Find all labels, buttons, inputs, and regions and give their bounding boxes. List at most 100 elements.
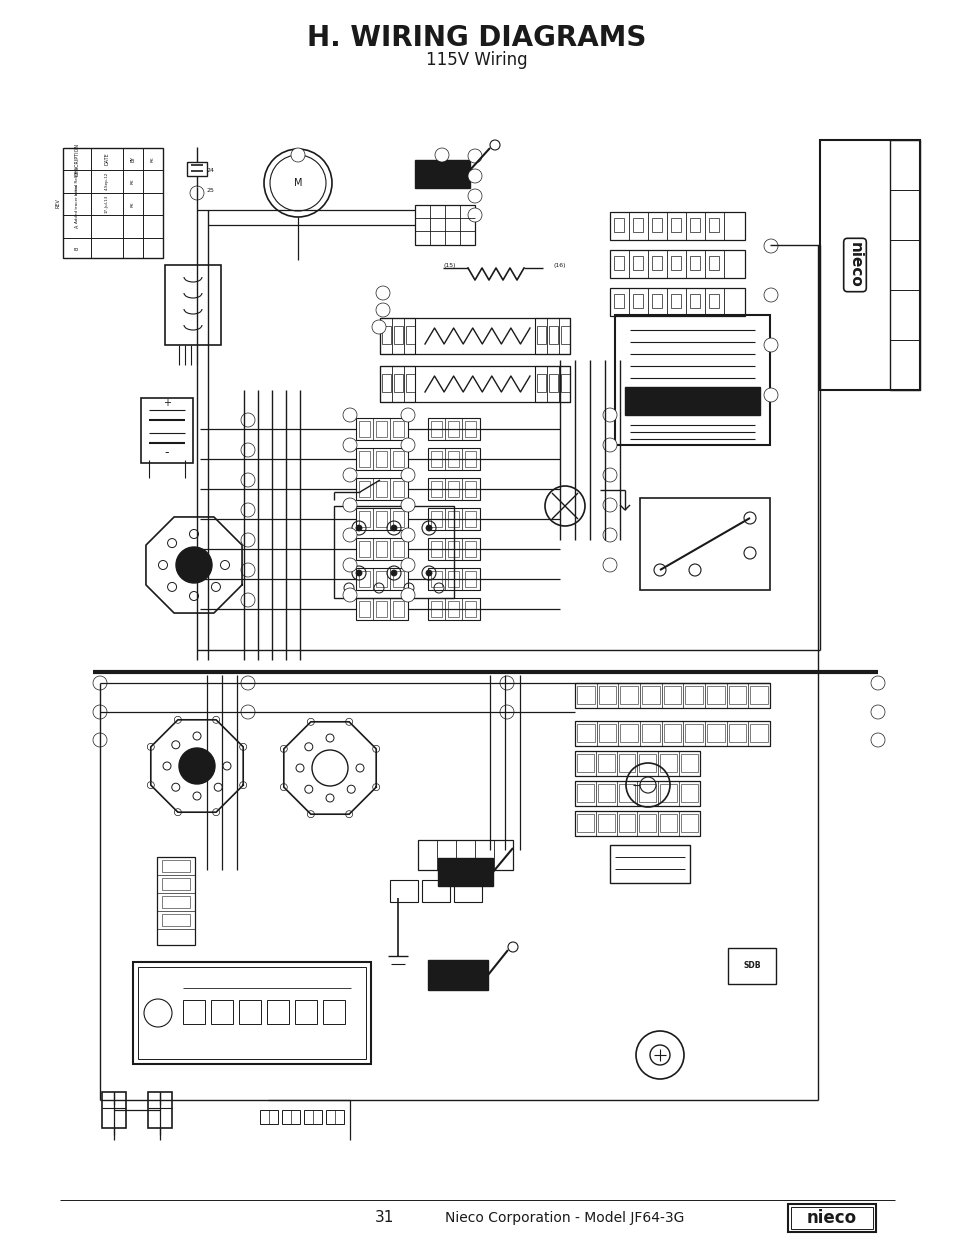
Bar xyxy=(659,755,677,772)
Circle shape xyxy=(499,705,514,719)
Circle shape xyxy=(343,498,356,513)
Bar xyxy=(428,448,479,471)
Bar xyxy=(651,294,661,308)
Bar xyxy=(750,724,767,742)
Bar xyxy=(428,568,479,590)
Bar xyxy=(415,205,475,245)
Circle shape xyxy=(468,207,481,222)
Bar xyxy=(548,326,558,345)
Bar xyxy=(375,601,387,618)
Circle shape xyxy=(400,558,415,572)
Bar xyxy=(162,897,190,908)
Bar xyxy=(670,294,680,308)
Bar xyxy=(381,374,391,391)
Text: M: M xyxy=(294,178,302,188)
Bar xyxy=(421,881,450,902)
Text: 17-Jul-13: 17-Jul-13 xyxy=(105,195,109,214)
Bar xyxy=(428,478,479,500)
Circle shape xyxy=(343,529,356,542)
Bar xyxy=(680,755,698,772)
Bar xyxy=(355,417,408,440)
Bar xyxy=(548,374,558,391)
Circle shape xyxy=(179,748,214,784)
Bar xyxy=(609,212,744,240)
Bar xyxy=(598,814,614,832)
Bar xyxy=(609,249,744,278)
Circle shape xyxy=(391,571,396,576)
Text: SDB: SDB xyxy=(742,962,760,971)
Text: nieco: nieco xyxy=(806,1209,856,1228)
Circle shape xyxy=(345,810,353,818)
Bar xyxy=(820,140,919,390)
Text: 24: 24 xyxy=(207,168,214,173)
Bar xyxy=(326,1110,344,1124)
Circle shape xyxy=(307,810,314,818)
Text: REV: REV xyxy=(55,198,60,207)
Bar xyxy=(379,366,569,403)
Bar xyxy=(304,1110,322,1124)
Bar xyxy=(577,755,593,772)
Circle shape xyxy=(763,338,778,352)
Circle shape xyxy=(190,186,204,200)
Bar xyxy=(464,601,476,618)
Bar xyxy=(448,541,458,557)
Circle shape xyxy=(743,513,755,524)
Circle shape xyxy=(763,288,778,303)
Bar xyxy=(448,451,458,467)
Circle shape xyxy=(239,743,247,751)
Bar xyxy=(619,724,638,742)
Text: (16): (16) xyxy=(553,263,566,268)
Text: Added tracer wires: Added tracer wires xyxy=(75,184,79,224)
Circle shape xyxy=(468,189,481,203)
Bar xyxy=(706,724,724,742)
Circle shape xyxy=(400,498,415,513)
Circle shape xyxy=(241,534,254,547)
Circle shape xyxy=(241,563,254,577)
Circle shape xyxy=(435,148,449,162)
Text: 115V Wiring: 115V Wiring xyxy=(426,51,527,69)
Bar xyxy=(537,326,545,345)
Circle shape xyxy=(241,676,254,690)
Bar xyxy=(614,219,623,232)
Bar xyxy=(379,366,415,403)
Circle shape xyxy=(158,561,168,569)
Circle shape xyxy=(304,785,313,793)
Circle shape xyxy=(372,320,386,333)
Bar xyxy=(428,960,488,990)
Bar xyxy=(684,724,702,742)
Text: DESCRIPTION: DESCRIPTION xyxy=(74,142,79,175)
Bar xyxy=(132,962,371,1065)
Bar xyxy=(379,317,415,354)
Bar xyxy=(415,161,470,188)
Bar xyxy=(448,421,458,437)
Bar xyxy=(406,374,415,391)
Circle shape xyxy=(241,473,254,487)
Circle shape xyxy=(213,716,219,724)
Bar xyxy=(575,683,769,708)
Bar xyxy=(355,598,408,620)
Bar xyxy=(618,755,635,772)
Bar xyxy=(598,784,614,802)
Bar xyxy=(390,881,417,902)
Circle shape xyxy=(602,438,617,452)
Bar xyxy=(183,1000,205,1024)
Bar xyxy=(375,511,387,527)
Bar xyxy=(537,374,545,391)
Bar xyxy=(577,784,593,802)
Bar xyxy=(618,784,635,802)
Bar xyxy=(535,366,569,403)
Bar xyxy=(162,860,190,872)
Circle shape xyxy=(602,408,617,422)
Circle shape xyxy=(280,746,287,752)
Circle shape xyxy=(602,529,617,542)
Circle shape xyxy=(345,719,353,725)
Circle shape xyxy=(743,547,755,559)
Text: H. WIRING DIAGRAMS: H. WIRING DIAGRAMS xyxy=(307,23,646,52)
Circle shape xyxy=(499,676,514,690)
Bar xyxy=(624,387,760,415)
Circle shape xyxy=(355,571,361,576)
Circle shape xyxy=(375,287,390,300)
Bar xyxy=(889,140,919,390)
Circle shape xyxy=(190,592,198,600)
Circle shape xyxy=(214,783,222,792)
